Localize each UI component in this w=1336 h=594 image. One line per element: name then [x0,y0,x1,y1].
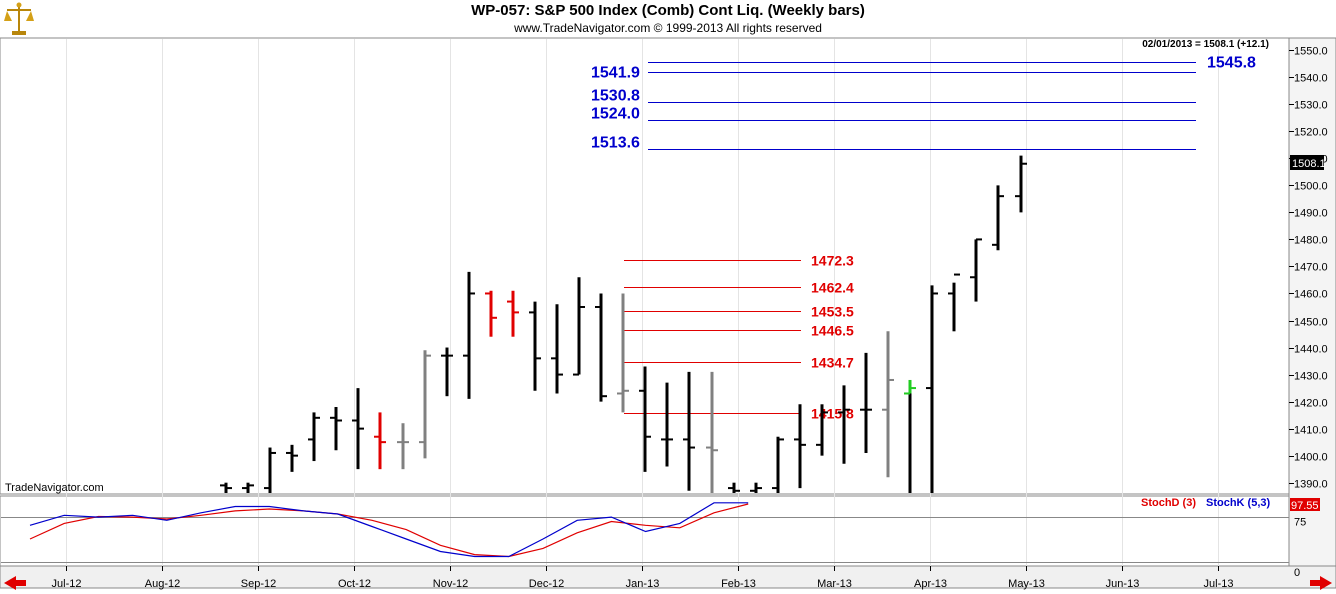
stoch-last-badge [1290,498,1320,511]
time-tick-label: Sep-12 [241,578,276,590]
quote-readout: 02/01/2013 = 1508.1 (+12.1) [1142,39,1269,50]
time-tick-label: Mar-13 [817,578,852,590]
price-tick-label: 1490.0 [1294,208,1328,220]
last-price-text: 1508.1 [1292,158,1326,170]
brass-scale-icon[interactable] [4,2,34,36]
resistance-label: 1545.8 [1207,55,1256,72]
price-tick-label: 1390.0 [1294,479,1328,491]
stoch-tick-label: 0 [1294,567,1300,579]
scroll-left-arrow-icon[interactable] [2,574,28,592]
time-axis-panel [0,565,1336,589]
last-price-badge [1290,155,1324,170]
time-tick-label: Jul-13 [1204,578,1234,590]
support-label: 1415.8 [811,406,854,422]
price-tick-label: 1410.0 [1294,425,1328,437]
time-tick-label: Jan-13 [626,578,660,590]
resistance-label: 1513.6 [591,135,640,152]
price-tick-label: 1540.0 [1294,73,1328,85]
time-tick-label: Nov-12 [433,578,468,590]
time-tick-label: May-13 [1008,578,1045,590]
watermark-text: TradeNavigator.com [5,482,104,494]
chart-title: WP-057: S&P 500 Index (Comb) Cont Liq. (… [471,2,865,19]
stochD-legend: StochD (3) [1141,497,1196,509]
stochK-legend: StochK (5,3) [1206,497,1271,509]
price-tick-label: 1500.0 [1294,181,1328,193]
price-tick-label: 1520.0 [1294,127,1328,139]
price-tick-label: 1480.0 [1294,235,1328,247]
support-label: 1434.7 [811,355,854,371]
price-tick-label: 1400.0 [1294,452,1328,464]
time-tick-label: Jul-12 [52,578,82,590]
price-tick-label: 1430.0 [1294,371,1328,383]
support-label: 1462.4 [811,280,854,296]
price-tick-label: 1440.0 [1294,344,1328,356]
support-label: 1453.5 [811,304,854,320]
copyright-text: www.TradeNavigator.com © 1999-2013 All r… [514,21,822,35]
price-tick-label: 1530.0 [1294,100,1328,112]
time-tick-label: Aug-12 [145,578,180,590]
price-tick-label: 1550.0 [1294,46,1328,58]
time-tick-label: Oct-12 [338,578,371,590]
price-tick-label: 1420.0 [1294,398,1328,410]
stoch-tick-label: 75 [1294,517,1306,529]
resistance-label: 1524.0 [591,106,640,123]
time-tick-label: Dec-12 [529,578,564,590]
price-axis-panel [1288,37,1336,567]
time-tick-label: Jun-13 [1106,578,1140,590]
time-tick-label: Feb-13 [721,578,756,590]
stoch-last-value: 97.55 [1291,500,1319,512]
time-tick-label: Apr-13 [914,578,947,590]
support-label: 1472.3 [811,253,854,269]
resistance-label: 1530.8 [591,88,640,105]
stochK-line [29,502,749,558]
resistance-label: 1541.9 [591,65,640,82]
price-tick-label: 1470.0 [1294,262,1328,274]
support-label: 1446.5 [811,323,854,339]
scroll-right-arrow-icon[interactable] [1308,574,1334,592]
price-tick-label: 1450.0 [1294,317,1328,329]
price-tick-label: 1460.0 [1294,289,1328,301]
